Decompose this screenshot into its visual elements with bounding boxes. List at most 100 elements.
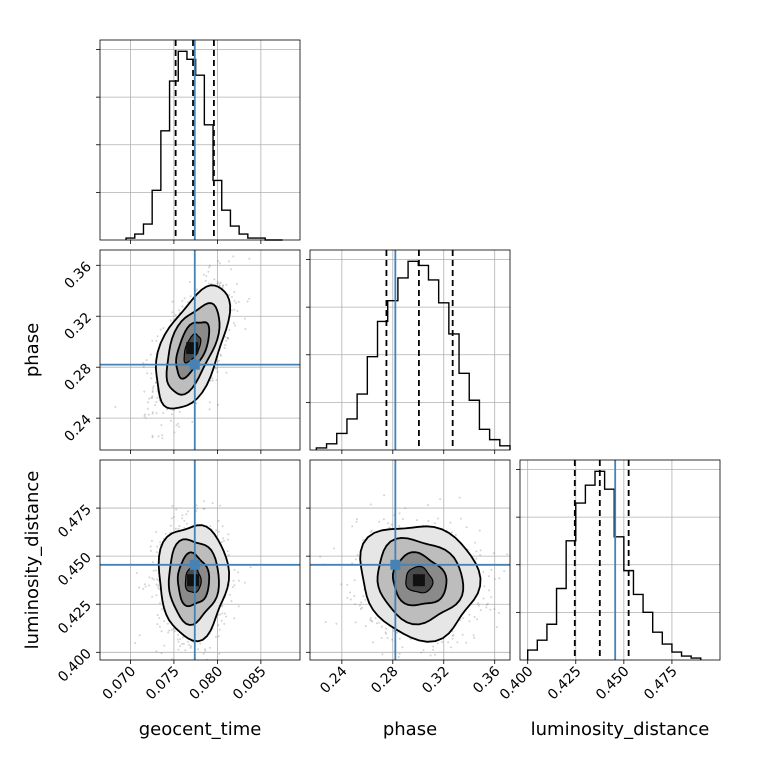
scatter-point [184,649,187,652]
scatter-point [164,532,167,535]
scatter-point [476,618,479,621]
scatter-point [195,402,198,405]
scatter-point [199,642,202,645]
scatter-point [158,399,161,402]
scatter-point [188,643,191,646]
scatter-point [353,594,356,597]
scatter-point [168,629,171,632]
scatter-point [157,584,160,587]
scatter-point [219,353,222,356]
scatter-point [173,431,176,434]
scatter-point [378,621,381,624]
scatter-point [170,413,173,416]
scatter-point [169,524,172,527]
scatter-point [236,310,239,312]
scatter-point [223,622,226,625]
scatter-point [233,308,236,311]
scatter-point [208,646,211,649]
scatter-point [485,606,488,609]
scatter-point [224,612,227,615]
scatter-point [151,434,154,437]
scatter-point [497,612,500,614]
scatter-point [155,594,158,597]
scatter-point [465,641,468,644]
scatter-point [237,571,239,574]
y-axis-label-phase: phase [22,323,43,377]
truth-marker [390,559,401,570]
scatter-point [227,554,230,556]
scatter-point [156,396,159,399]
scatter-point [503,570,506,573]
scatter-point [451,635,454,637]
scatter-point [333,547,335,550]
scatter-point [248,297,251,300]
scatter-point [144,413,146,416]
scatter-point [228,329,231,331]
histogram-phase [315,260,511,450]
scatter-point [151,339,154,342]
scatter-point [221,612,224,615]
scatter-point [222,285,224,288]
scatter-point [183,297,186,300]
scatter-point [143,415,146,417]
scatter-point [490,568,493,571]
scatter-point [217,360,220,362]
scatter-point [364,598,367,601]
scatter-point [398,652,401,655]
scatter-point [155,583,158,586]
scatter-point [228,293,231,296]
scatter-point [496,626,498,629]
scatter-point [138,586,141,589]
scatter-point [218,628,221,631]
scatter-point [154,404,157,406]
scatter-point [220,354,222,357]
scatter-point [479,549,482,552]
panel-geocent-time-histogram [96,39,301,244]
scatter-point [478,604,480,607]
scatter-point [172,627,175,630]
scatter-point [237,300,240,303]
scatter-point [473,615,476,618]
scatter-point [215,379,218,381]
scatter-point [187,640,189,643]
scatter-point [233,584,236,587]
scatter-point [178,410,181,413]
scatter-point [475,557,478,560]
density-peak [187,574,200,587]
scatter-point [170,629,173,631]
scatter-point [492,552,495,555]
scatter-point [211,502,214,505]
scatter-point [210,282,213,285]
scatter-point [456,641,459,644]
scatter-point [232,255,235,258]
scatter-point [196,507,199,510]
scatter-point [142,365,145,368]
scatter-point [156,623,159,626]
panel-frame-phase-luminosity_distance [309,459,511,661]
scatter-point [144,585,147,588]
scatter-point [232,579,235,582]
scatter-point [226,336,229,339]
scatter-point [152,569,155,572]
scatter-point [151,396,154,399]
scatter-point [148,397,151,400]
scatter-point [235,283,238,286]
scatter-point [170,517,173,520]
scatter-point [243,581,246,584]
scatter-point [156,614,159,616]
scatter-point [479,609,482,612]
scatter-point [217,613,220,616]
scatter-point [493,608,496,610]
scatter-point [224,336,227,338]
scatter-point [187,301,190,304]
scatter-point [398,512,401,515]
scatter-point [369,530,372,533]
scatter-point [217,403,220,406]
scatter-point [167,631,170,634]
scatter-point [202,273,205,276]
scatter-point [152,387,154,390]
scatter-point [237,605,240,608]
scatter-point [433,522,436,525]
scatter-point [158,625,161,628]
scatter-point [211,377,214,380]
